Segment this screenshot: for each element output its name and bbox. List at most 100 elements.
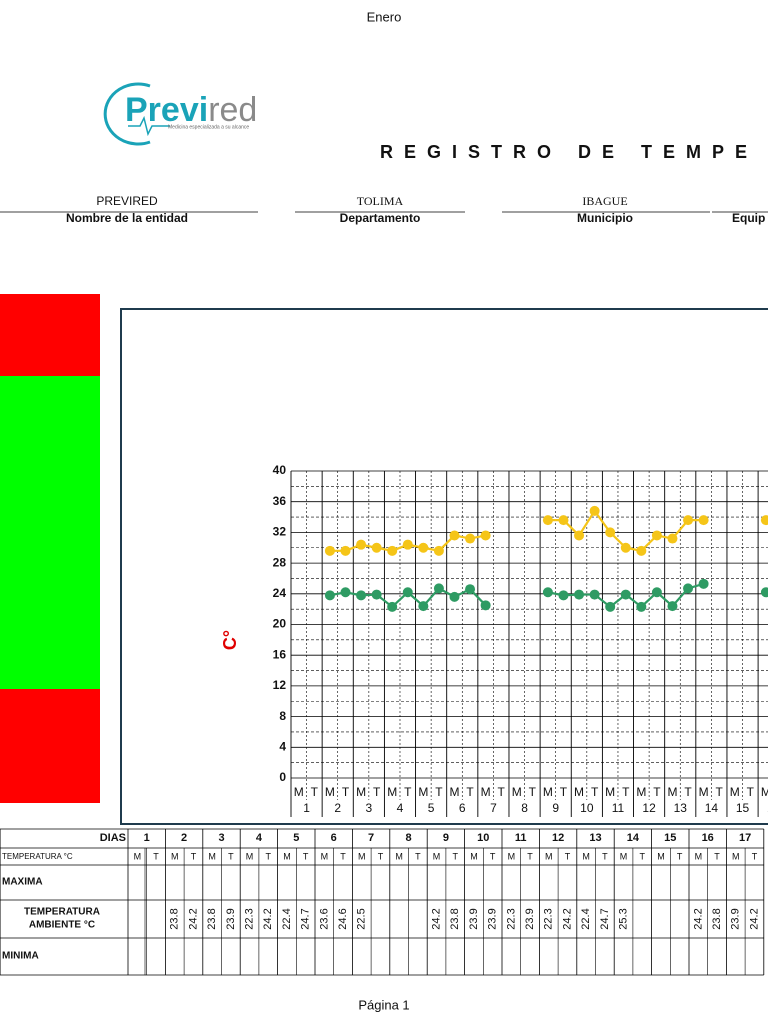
logo-brand: Previred xyxy=(125,91,257,129)
shift-label: T xyxy=(752,851,758,861)
data-point xyxy=(636,545,647,556)
shift-label: M xyxy=(358,851,366,861)
ambient-value: 22.4 xyxy=(580,908,592,929)
ambient-value: 24.6 xyxy=(337,908,349,929)
data-point xyxy=(760,587,768,598)
x-shift-label: M xyxy=(512,785,522,799)
shift-label: M xyxy=(470,851,478,861)
data-point xyxy=(371,589,382,600)
shift-label: T xyxy=(228,851,234,861)
data-point xyxy=(574,589,585,600)
x-shift-label: M xyxy=(449,785,459,799)
chart-frame xyxy=(120,308,768,825)
x-day-label: 13 xyxy=(674,801,688,815)
ambient-value: 23.8 xyxy=(449,908,461,929)
shift-label: T xyxy=(453,851,459,861)
data-point xyxy=(620,589,631,600)
data-point xyxy=(324,545,335,556)
data-point xyxy=(340,545,351,556)
y-tick-label: 32 xyxy=(273,525,287,539)
shift-label: T xyxy=(490,851,496,861)
ambient-value: 22.3 xyxy=(543,908,555,929)
data-point xyxy=(574,530,585,541)
field-label: Equip xyxy=(732,211,765,225)
day-number: 2 xyxy=(181,832,187,844)
data-point xyxy=(542,587,553,598)
day-number: 1 xyxy=(144,832,150,844)
shift-label: M xyxy=(582,851,590,861)
ambient-value: 23.8 xyxy=(206,908,218,929)
data-point xyxy=(387,545,398,556)
shift-label: T xyxy=(153,851,159,861)
x-day-label: 12 xyxy=(642,801,656,815)
data-point xyxy=(667,533,678,544)
ambient-value: 25.3 xyxy=(617,908,629,929)
row-label: MINIMA xyxy=(2,951,39,962)
x-shift-label: T xyxy=(435,785,443,799)
day-number: 3 xyxy=(218,832,224,844)
data-point xyxy=(465,533,476,544)
ambient-value: 22.3 xyxy=(505,908,517,929)
x-day-label: 3 xyxy=(366,801,373,815)
day-number: 8 xyxy=(405,832,411,844)
data-point xyxy=(605,527,616,538)
shift-label: T xyxy=(266,851,272,861)
data-point xyxy=(387,601,398,612)
x-day-label: 10 xyxy=(580,801,594,815)
shift-label: M xyxy=(732,851,740,861)
shift-label: T xyxy=(640,851,646,861)
ambient-value: 23.9 xyxy=(225,908,237,929)
shift-label: T xyxy=(378,851,384,861)
logo-brand-b: red xyxy=(208,91,257,129)
field-value: PREVIRED xyxy=(96,194,158,208)
x-day-label: 9 xyxy=(552,801,559,815)
row-label: TEMPERATURA xyxy=(24,907,100,918)
shift-label: M xyxy=(395,851,403,861)
x-day-label: 6 xyxy=(459,801,466,815)
x-shift-label: M xyxy=(543,785,553,799)
shift-label: M xyxy=(321,851,329,861)
field-label: Municipio xyxy=(577,211,633,225)
ambient-value: 23.6 xyxy=(318,908,330,929)
x-shift-label: M xyxy=(667,785,677,799)
field-value: IBAGUE xyxy=(582,194,627,208)
ambient-value: 24.7 xyxy=(300,908,312,929)
y-tick-label: 24 xyxy=(273,586,287,600)
day-number: 4 xyxy=(256,832,263,844)
data-point xyxy=(698,515,709,526)
y-tick-label: 16 xyxy=(273,647,287,661)
data-point xyxy=(418,601,429,612)
data-point xyxy=(760,515,768,526)
ambient-value: 24.2 xyxy=(748,908,760,929)
data-point xyxy=(324,590,335,601)
shift-label: T xyxy=(527,851,533,861)
data-point xyxy=(433,545,444,556)
data-point xyxy=(371,542,382,553)
logo-pulse xyxy=(128,115,170,137)
title: REGISTRO DE TEMPE xyxy=(380,142,758,162)
field-label: Departamento xyxy=(340,211,421,225)
shift-label: M xyxy=(134,851,142,861)
y-tick-label: 20 xyxy=(273,617,287,631)
data-point xyxy=(542,515,553,526)
x-shift-label: M xyxy=(356,785,366,799)
shift-label: T xyxy=(303,851,309,861)
logo-tagline: Medicina especializada a su alcance xyxy=(168,124,249,130)
x-day-label: 2 xyxy=(334,801,341,815)
day-number: 5 xyxy=(293,832,299,844)
x-day-label: 7 xyxy=(490,801,497,815)
data-point xyxy=(651,530,662,541)
x-shift-label: T xyxy=(622,785,630,799)
x-day-label: 4 xyxy=(397,801,404,815)
ambient-value: 23.9 xyxy=(468,908,480,929)
day-number: 10 xyxy=(477,832,489,844)
ambient-value: 24.2 xyxy=(262,908,274,929)
data-point xyxy=(605,601,616,612)
y-tick-label: 0 xyxy=(279,770,286,784)
shift-label: M xyxy=(208,851,216,861)
shift-label: M xyxy=(695,851,703,861)
day-number: 17 xyxy=(739,832,751,844)
data-point xyxy=(480,530,491,541)
shift-label: T xyxy=(415,851,421,861)
x-shift-label: T xyxy=(498,785,506,799)
